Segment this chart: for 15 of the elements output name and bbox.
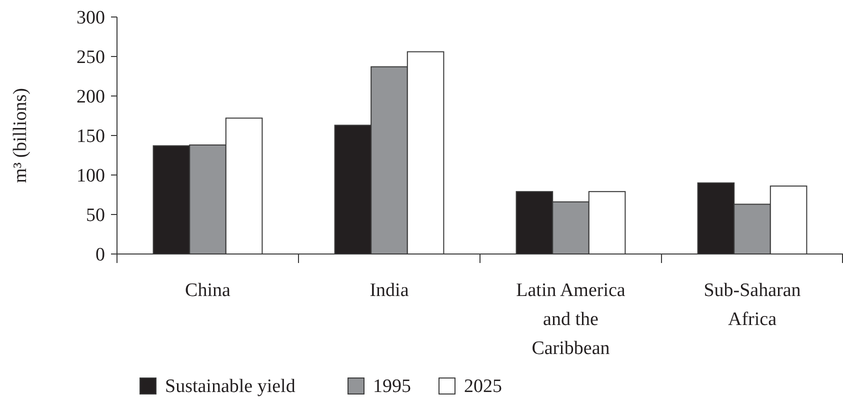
y-tick-label: 200 [76, 86, 105, 108]
legend-label: 2025 [464, 376, 502, 397]
legend-label: Sustainable yield [165, 376, 296, 397]
x-tick-label: Sub-Saharan Africa [704, 280, 802, 330]
x-tick-label: Latin America and the Caribbean [516, 280, 626, 359]
x-tick-label: India [370, 280, 410, 301]
y-tick-label: 0 [96, 244, 105, 266]
y-tick-label: 150 [76, 126, 105, 148]
y-tick-label: 100 [76, 166, 105, 187]
legend-label: 1995 [373, 376, 411, 397]
x-tick-label: China [185, 280, 232, 301]
y-tick-label: 50 [86, 205, 105, 226]
y-axis-title: m³ (billions) [10, 88, 31, 183]
y-tick-label: 300 [76, 8, 105, 29]
y-tick-label: 250 [76, 47, 105, 68]
